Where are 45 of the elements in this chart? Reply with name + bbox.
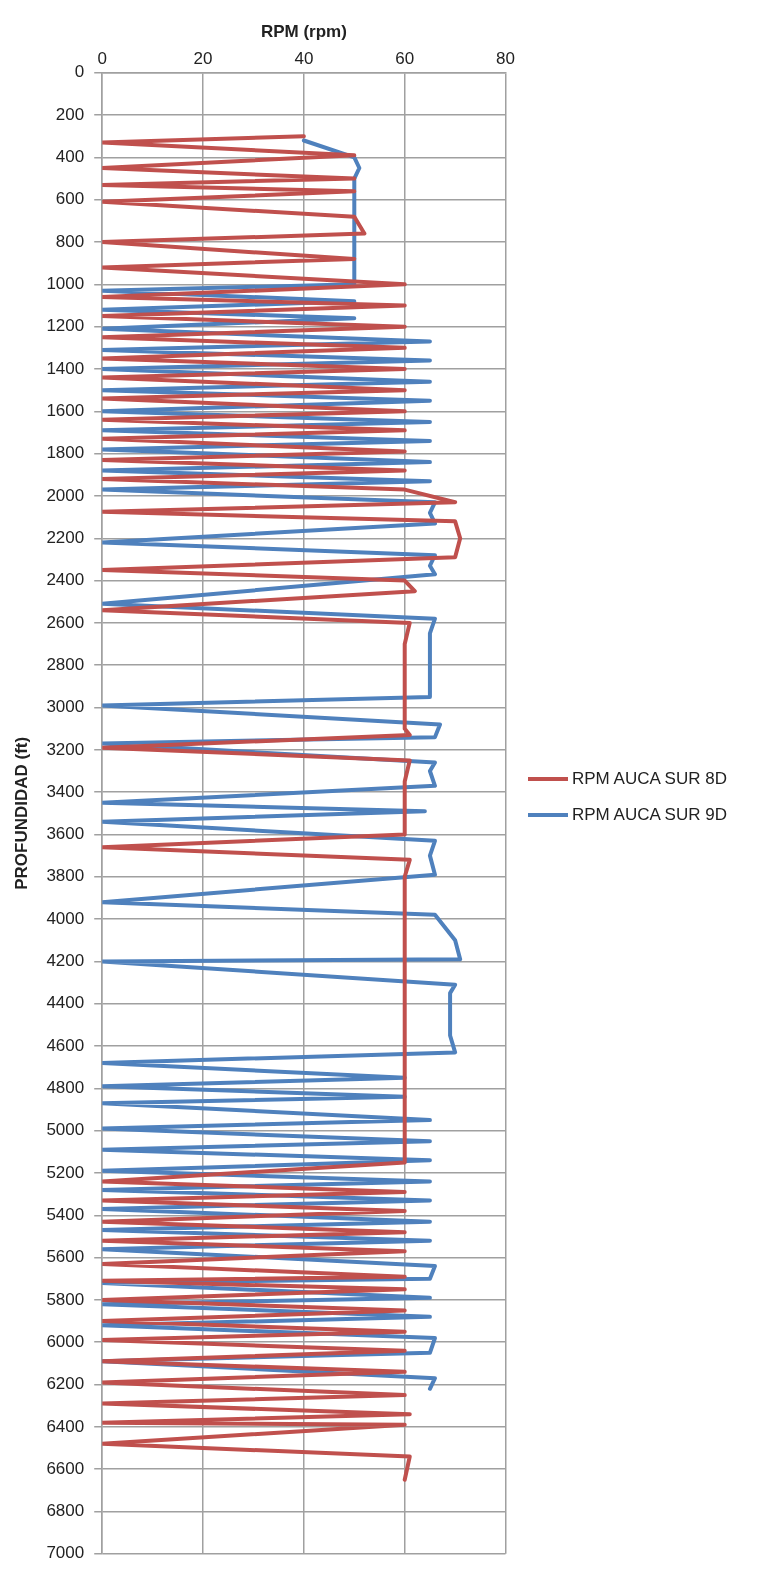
y-tick-label: 800 [55,231,85,251]
y-tick-label: 2400 [46,570,85,590]
y-tick-label: 3400 [46,781,85,801]
y-tick-label: 3000 [46,697,85,717]
y-tick-label: 2200 [46,527,85,547]
y-tick-label: 1600 [46,401,85,420]
y-tick-label: 4200 [46,951,85,971]
y-tick-label: 0 [74,62,85,82]
y-tick-label: 400 [55,147,85,167]
y-tick-label: 2800 [46,654,85,674]
y-tick-label: 600 [55,189,85,209]
y-tick-label: 6600 [46,1458,85,1478]
x-tick-label: 0 [97,49,107,69]
x-tick-label: 40 [294,49,314,69]
y-tick-label: 3800 [46,866,85,886]
y-tick-label: 6800 [46,1501,85,1521]
y-tick-label: 1800 [46,443,85,463]
y-tick-label: 1200 [46,316,85,336]
y-tick-label: 6000 [46,1331,85,1351]
y-tick-label: 5200 [46,1162,85,1182]
y-tick-label: 3600 [46,824,85,844]
y-tick-label: 6400 [46,1416,85,1436]
y-tick-label: 2600 [46,612,85,632]
y-tick-label: 4000 [46,908,85,928]
legend-label: RPM AUCA SUR 8D [572,768,728,790]
y-tick-label: 200 [55,104,85,124]
y-tick-label: 4600 [46,1035,85,1055]
y-tick-label: 5600 [46,1247,85,1267]
y-tick-label: 2000 [46,485,85,505]
y-tick-label: 5000 [46,1120,85,1140]
y-tick-label: 1000 [46,274,85,294]
y-tick-label: 4800 [46,1078,85,1098]
x-tick-label: 20 [193,49,213,69]
y-tick-label: 3200 [46,739,85,759]
y-tick-label: 7000 [46,1543,85,1563]
x-tick-label: 60 [395,49,415,69]
legend-label: RPM AUCA SUR 9D [572,804,728,826]
x-tick-label: 80 [496,49,516,69]
y-tick-label: 4400 [46,993,85,1013]
x-axis-title: RPM (rpm) [260,21,347,41]
y-tick-label: 5800 [46,1289,85,1309]
y-tick-label: 5400 [46,1204,85,1224]
y-tick-label: 6200 [46,1374,85,1394]
y-tick-label: 1400 [46,358,85,378]
y-axis-title: PROFUNDIDAD (ft) [11,736,31,890]
